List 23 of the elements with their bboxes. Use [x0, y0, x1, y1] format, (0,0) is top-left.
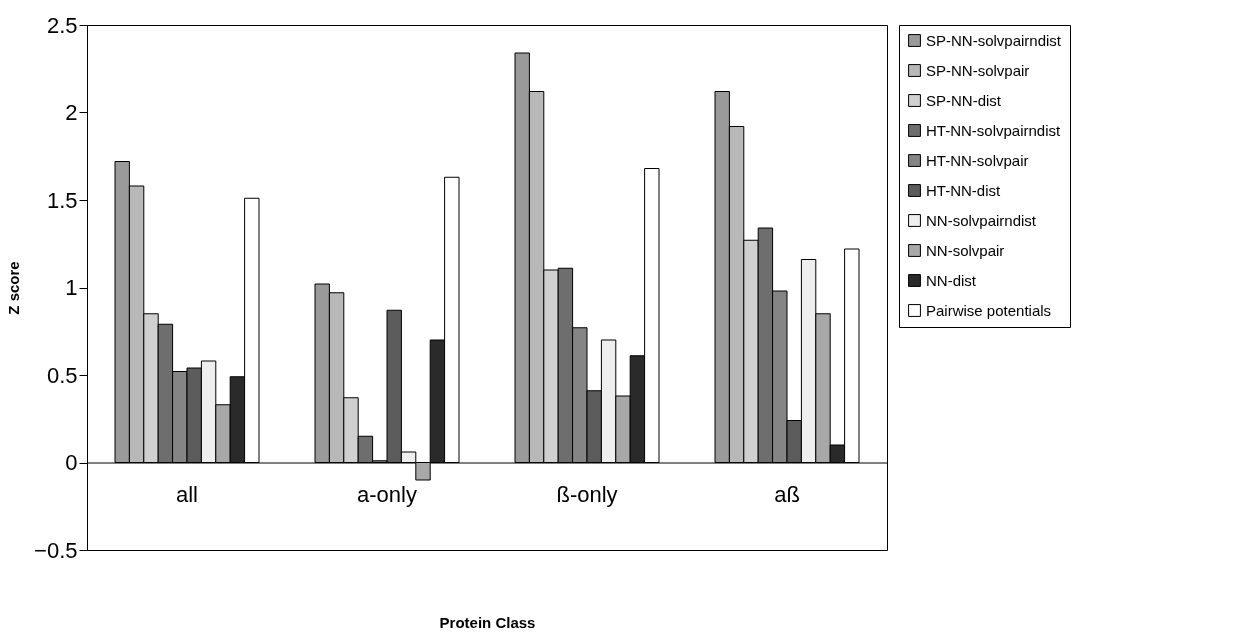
y-tick-label: 0.5 [46, 362, 78, 388]
y-tick-label: 1 [65, 275, 78, 300]
x-tick-label: all [175, 482, 199, 507]
x-tick-label: a-only [357, 482, 417, 507]
legend-label: NN-solvpairndist [926, 211, 1037, 229]
legend-label: HT-NN-dist [926, 181, 1001, 199]
x-tick-label: aß [774, 482, 800, 507]
legend-label: SP-NN-solvpairndist [926, 31, 1062, 49]
legend-label: NN-dist [926, 271, 977, 289]
legend-label: HT-NN-solvpair [926, 151, 1029, 169]
y-tick-label: 2.5 [46, 12, 78, 38]
legend-label: NN-solvpair [926, 241, 1005, 259]
legend-label: SP-NN-solvpair [926, 61, 1030, 79]
legend-label: SP-NN-dist [926, 91, 1002, 109]
y-tick-label: 1.5 [46, 187, 78, 213]
legend-label: Pairwise potentials [926, 301, 1052, 319]
y-axis-title: Z score [5, 261, 23, 315]
x-axis-title: Protein Class [439, 613, 536, 631]
y-tick-label: −0.5 [34, 537, 78, 563]
legend-label: HT-NN-solvpairndist [926, 121, 1062, 139]
y-tick-label: 0 [65, 450, 78, 475]
x-tick-label: ß-only [556, 482, 618, 507]
y-tick-label: 2 [65, 100, 78, 125]
